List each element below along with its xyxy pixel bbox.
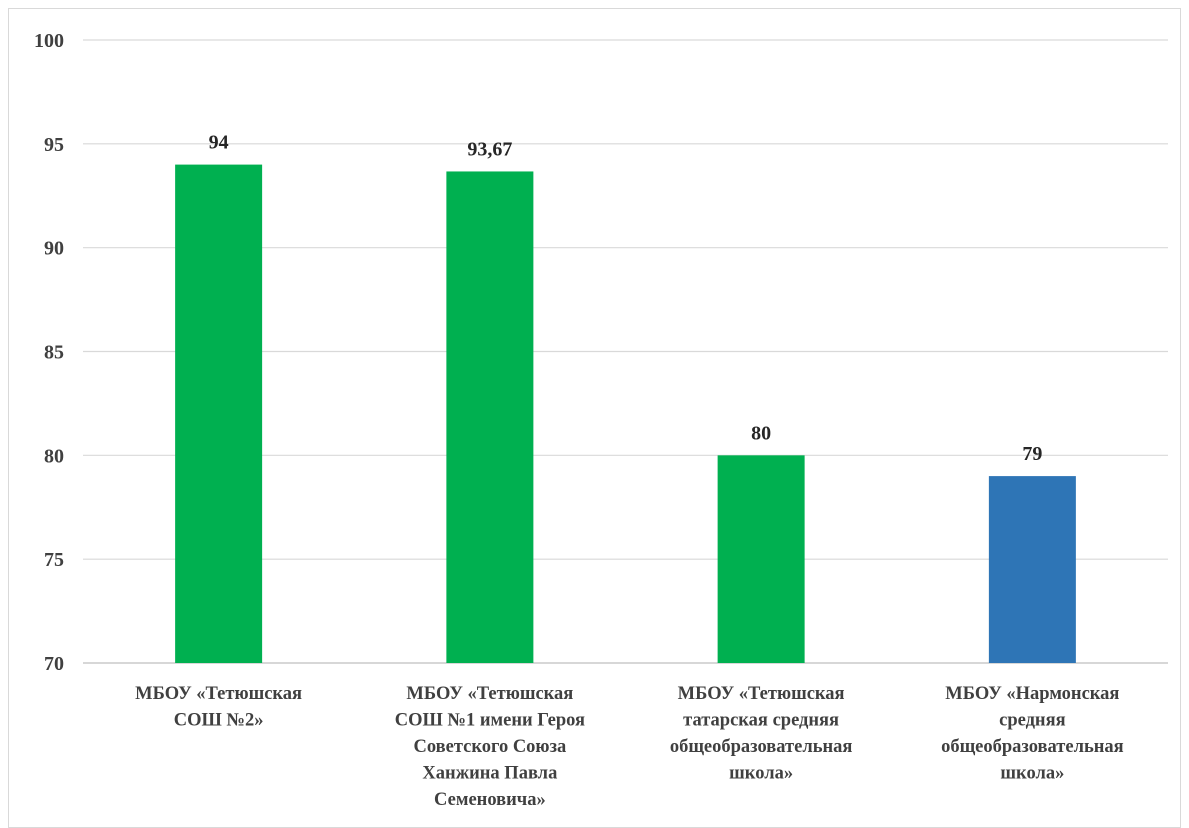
y-axis-ticks: 70 75 80 85 90 95 100	[34, 30, 64, 675]
gridlines	[83, 39, 1168, 664]
x-category-label-line: Ханжина Павла	[422, 764, 557, 784]
data-label: 80	[751, 422, 771, 444]
x-category-label-line: СОШ №1 имени Героя	[395, 711, 585, 731]
bar	[175, 164, 263, 663]
y-tick-label: 100	[34, 30, 64, 52]
data-labels: 94 93,67 80 79	[209, 132, 1043, 466]
y-tick-label: 85	[44, 342, 64, 364]
bar	[988, 476, 1076, 663]
y-tick-label: 80	[44, 445, 64, 467]
x-category-label-line: МБОУ «Тетюшская	[406, 684, 573, 704]
x-axis-labels: МБОУ «Тетюшская СОШ №2» МБОУ «Тетюшская СОШ…	[135, 684, 1124, 810]
x-category-label-line: школа»	[729, 764, 793, 784]
x-category-label-line: Семеновича»	[434, 790, 546, 810]
data-label: 93,67	[467, 138, 512, 160]
y-tick-label: 95	[44, 134, 64, 156]
x-category-label: МБОУ «Тетюшская СОШ №1 имени Героя Советск…	[395, 684, 585, 810]
x-category-label-line: средняя	[999, 711, 1066, 731]
data-label: 79	[1022, 443, 1042, 465]
y-tick-label: 75	[44, 549, 64, 571]
x-category-label-line: МБОУ «Тетюшская	[678, 684, 845, 704]
x-category-label-line: СОШ №2»	[174, 711, 264, 731]
bar	[717, 455, 805, 663]
x-category-label: МБОУ «Тетюшская СОШ №2»	[135, 684, 302, 731]
bars	[175, 164, 1076, 663]
x-category-label-line: МБОУ «Тетюшская	[135, 684, 302, 704]
x-category-label: МБОУ «Тетюшская татарская средняя общеобра…	[670, 684, 853, 784]
x-category-label-line: общеобразовательная	[941, 737, 1124, 757]
y-tick-label: 90	[44, 238, 64, 260]
x-category-label-line: МБОУ «Нармонская	[945, 684, 1119, 704]
data-label: 94	[209, 132, 229, 154]
x-category-label-line: школа»	[1000, 764, 1064, 784]
x-category-label-line: общеобразовательная	[670, 737, 853, 757]
y-tick-label: 70	[44, 653, 64, 675]
x-category-label: МБОУ «Нармонская средняя общеобразовательн…	[941, 684, 1124, 784]
bar	[446, 171, 534, 663]
x-category-label-line: татарская средняя	[683, 711, 839, 731]
x-category-label-line: Советского Союза	[413, 737, 566, 757]
